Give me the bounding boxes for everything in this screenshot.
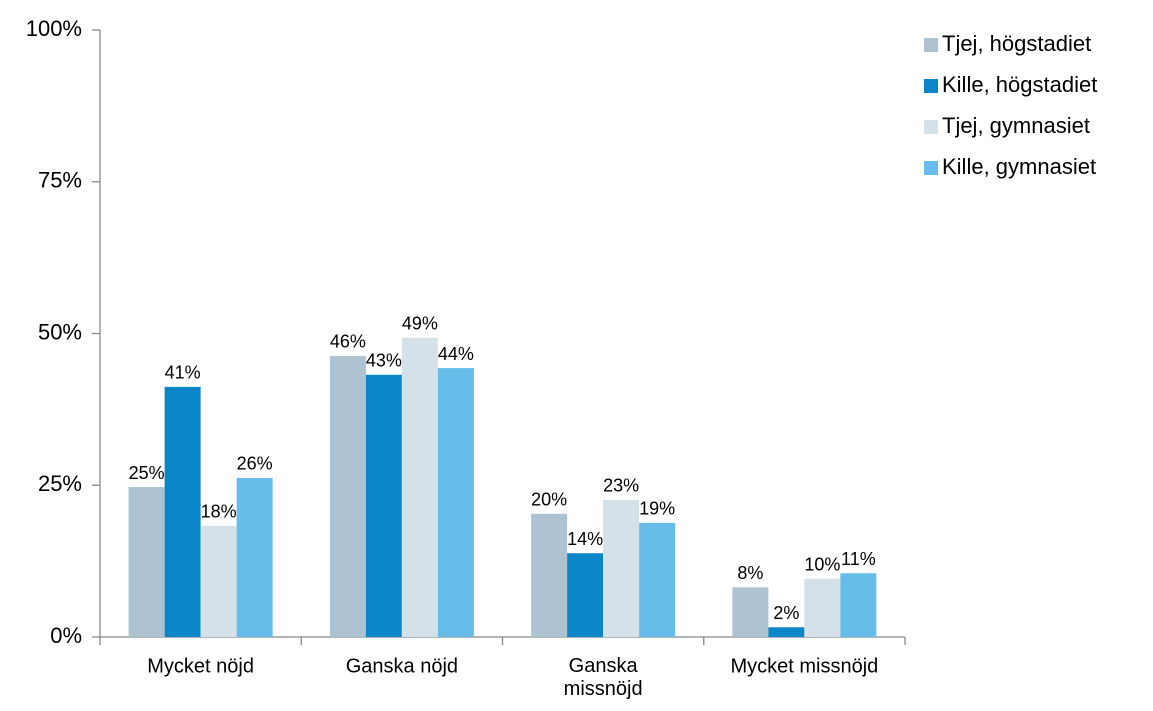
bar bbox=[840, 573, 877, 637]
legend-label: Kille, högstadiet bbox=[942, 72, 1097, 97]
legend-swatch bbox=[924, 38, 938, 52]
data-label: 8% bbox=[737, 563, 763, 583]
bar bbox=[401, 337, 438, 637]
legend-label: Tjej, gymnasiet bbox=[942, 113, 1090, 138]
data-label: 26% bbox=[237, 454, 273, 474]
x-tick-label: Mycket missnöjd bbox=[730, 655, 878, 677]
data-label: 23% bbox=[603, 476, 639, 496]
legend-label: Tjej, högstadiet bbox=[942, 31, 1091, 56]
bar bbox=[236, 477, 273, 637]
bar bbox=[603, 499, 640, 637]
bar bbox=[639, 522, 676, 637]
bar bbox=[732, 587, 769, 637]
data-label: 46% bbox=[330, 332, 366, 352]
legend-swatch bbox=[924, 161, 938, 175]
y-tick-label: 25% bbox=[38, 471, 82, 496]
y-tick-label: 0% bbox=[50, 623, 82, 648]
bar bbox=[329, 355, 366, 637]
bar bbox=[437, 368, 474, 637]
bar bbox=[567, 553, 604, 637]
x-tick-label: Ganska missnöjd bbox=[564, 655, 643, 700]
data-label: 43% bbox=[366, 351, 402, 371]
legend-swatch bbox=[924, 120, 938, 134]
bar bbox=[128, 487, 165, 637]
data-label: 25% bbox=[129, 463, 165, 483]
x-tick-label: Ganska nöjd bbox=[346, 655, 458, 677]
y-tick-label: 50% bbox=[38, 319, 82, 344]
data-label: 2% bbox=[773, 603, 799, 623]
data-label: 49% bbox=[402, 313, 438, 333]
data-label: 41% bbox=[165, 363, 201, 383]
bar bbox=[768, 627, 805, 637]
y-tick-label: 75% bbox=[38, 168, 82, 193]
data-label: 44% bbox=[438, 344, 474, 364]
bar bbox=[365, 374, 402, 637]
data-label: 10% bbox=[804, 554, 840, 574]
legend-label: Kille, gymnasiet bbox=[942, 154, 1096, 179]
legend-swatch bbox=[924, 79, 938, 93]
y-tick-label: 100% bbox=[26, 16, 82, 41]
bar bbox=[531, 513, 568, 637]
data-label: 18% bbox=[201, 502, 237, 522]
bar bbox=[200, 525, 237, 637]
data-label: 14% bbox=[567, 529, 603, 549]
bar bbox=[164, 386, 201, 637]
bar bbox=[804, 578, 841, 637]
data-label: 11% bbox=[841, 549, 876, 569]
x-tick-label: Mycket nöjd bbox=[147, 655, 254, 677]
data-label: 20% bbox=[531, 490, 567, 510]
data-label: 19% bbox=[639, 499, 675, 519]
